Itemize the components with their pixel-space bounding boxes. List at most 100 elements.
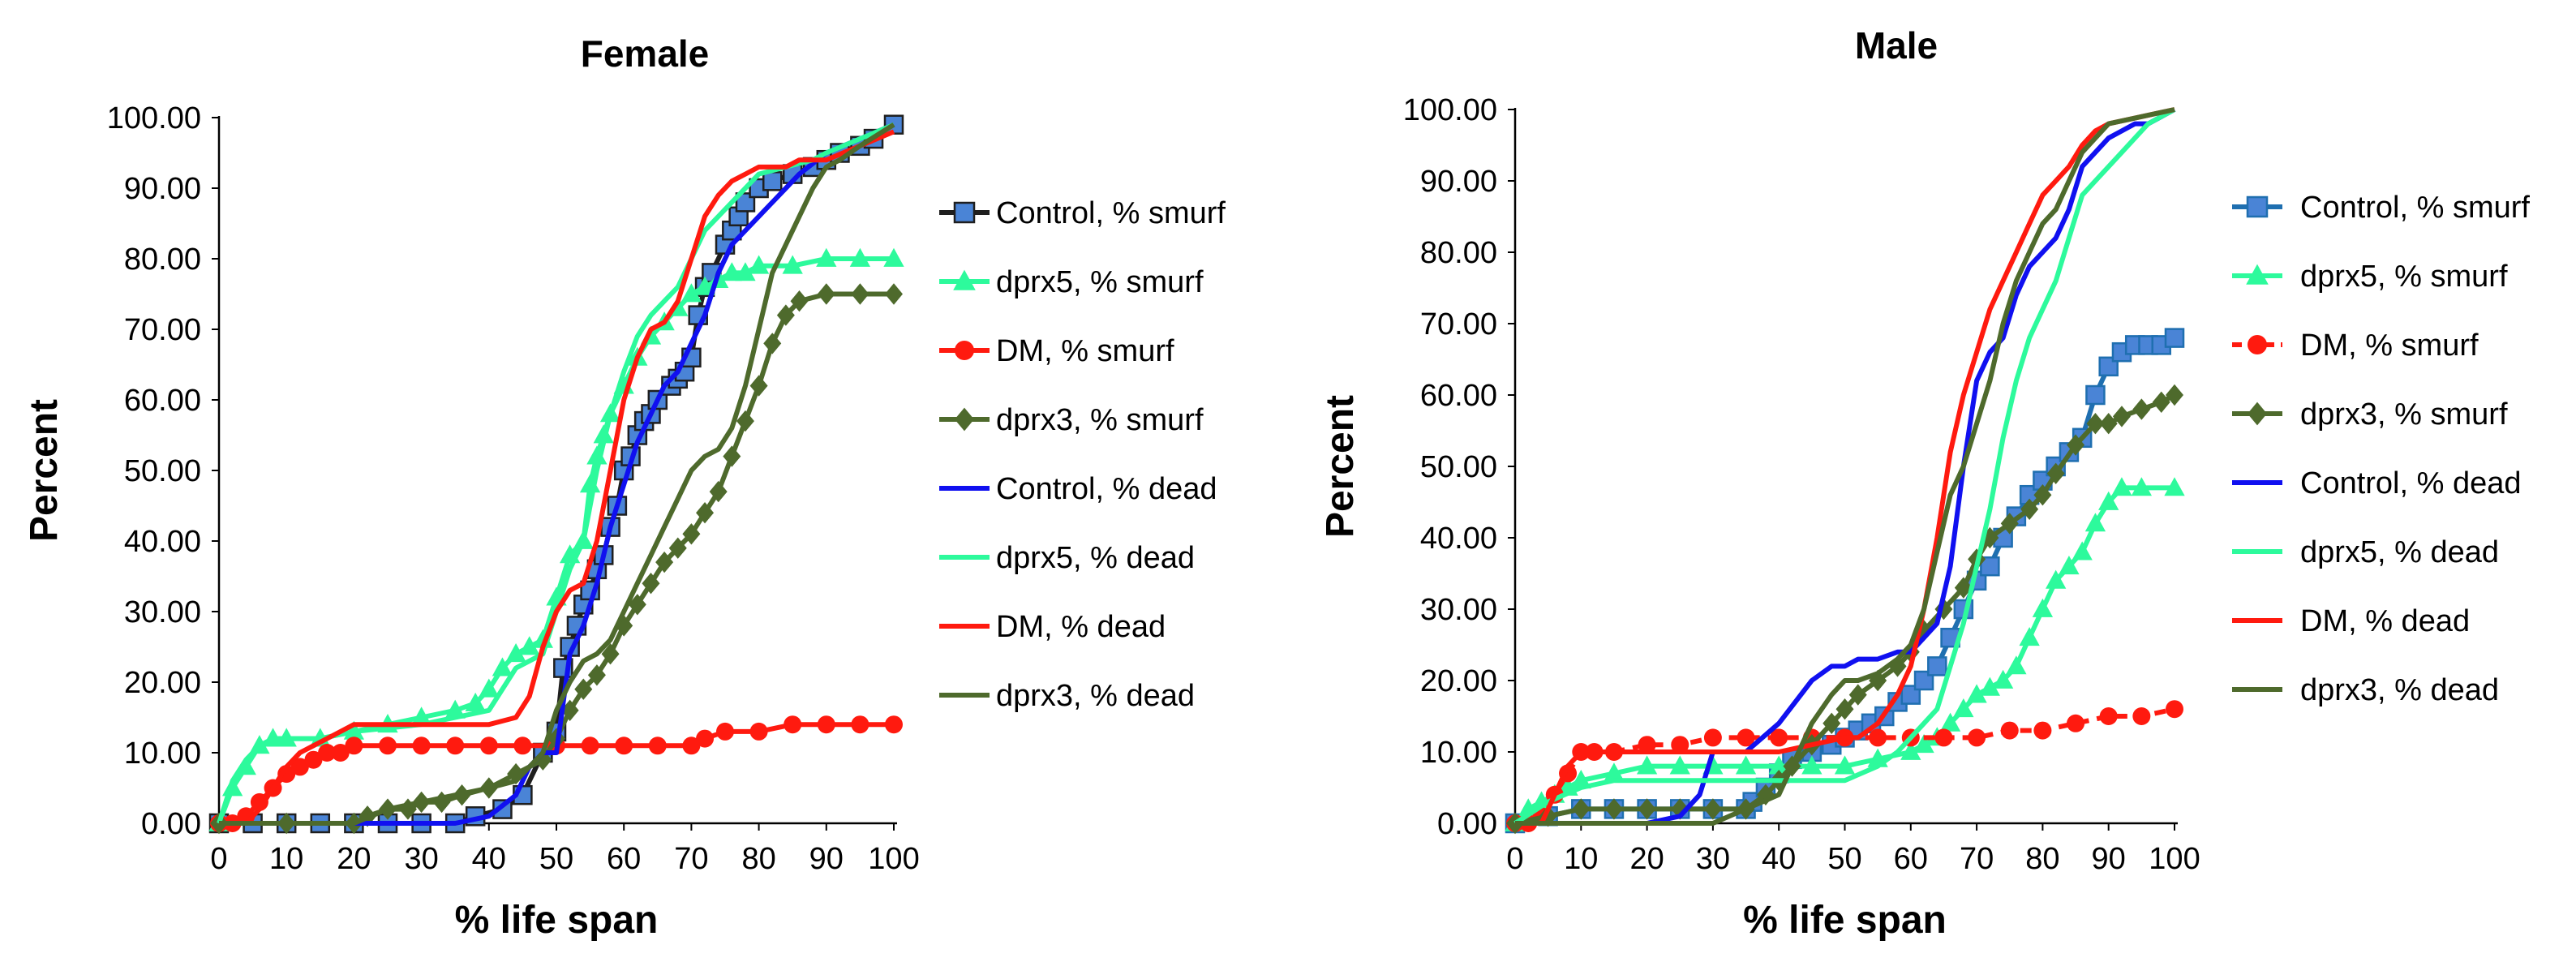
data-point xyxy=(560,699,579,721)
data-point xyxy=(2067,714,2085,732)
data-point xyxy=(2099,413,2118,435)
x-tick-label: 60 xyxy=(1894,842,1928,876)
data-point xyxy=(444,699,466,719)
y-tick-label: 0.00 xyxy=(141,807,201,841)
data-point xyxy=(2132,707,2151,725)
legend-entry: dprx3, % dead xyxy=(2232,673,2499,707)
x-tick-label: 50 xyxy=(1827,842,1861,876)
data-point xyxy=(2085,384,2106,406)
y-tick-label: 40.00 xyxy=(124,525,201,559)
data-point xyxy=(1979,676,2001,696)
data-point xyxy=(2046,462,2065,484)
legend-entry: DM, % dead xyxy=(2232,604,2470,638)
y-tick-label: 40.00 xyxy=(1420,522,1497,556)
data-point xyxy=(574,678,593,700)
series-dprx5-dead xyxy=(1513,107,2176,826)
legend-label: dprx3, % smurf xyxy=(996,403,1204,437)
x-tick-label: 50 xyxy=(539,842,573,876)
y-tick-label: 30.00 xyxy=(124,595,201,629)
data-point xyxy=(2046,569,2067,589)
data-point xyxy=(2164,328,2185,348)
x-tick-label: 30 xyxy=(404,842,438,876)
data-point xyxy=(1703,728,1722,747)
data-point xyxy=(1570,770,1591,789)
data-point xyxy=(2084,513,2106,532)
data-point xyxy=(2098,491,2119,510)
x-tick-label: 0 xyxy=(210,842,227,876)
female-chart: Female 0.00 10.00 20.00 30.00 40.00 50.00 60.00… xyxy=(23,32,1226,942)
series-line xyxy=(219,122,895,826)
data-point xyxy=(776,304,795,326)
y-tick-label: 10.00 xyxy=(124,737,201,771)
series-line xyxy=(217,122,895,824)
data-point xyxy=(1735,755,1757,775)
y-tick-label: 20.00 xyxy=(124,666,201,700)
data-point xyxy=(642,573,660,595)
male-chart: Male 0.00 10.00 20.00 30.00 40.00 50.00 60.00 70… xyxy=(1319,24,2530,942)
data-point xyxy=(2132,398,2151,420)
data-point xyxy=(2164,477,2185,496)
data-point xyxy=(748,255,770,274)
data-point xyxy=(1834,755,1856,775)
legend-entry: dprx3, % smurf xyxy=(939,403,1204,437)
data-point xyxy=(883,247,904,267)
data-point xyxy=(817,283,835,305)
data-point xyxy=(696,502,715,524)
data-point xyxy=(1900,741,1921,760)
data-point xyxy=(682,737,701,755)
y-axis-title: Percent xyxy=(1319,395,1362,538)
data-point xyxy=(790,290,809,312)
y-tick-label: 10.00 xyxy=(1420,736,1497,770)
data-point xyxy=(2000,721,2019,740)
data-point xyxy=(479,678,500,698)
data-point xyxy=(601,643,620,665)
series-line xyxy=(219,129,895,826)
legend-marker xyxy=(955,407,974,432)
legend-label: dprx3, % dead xyxy=(2300,673,2499,707)
data-point xyxy=(505,643,526,663)
data-point xyxy=(849,247,871,267)
data-point xyxy=(432,791,451,814)
y-tick-label: 70.00 xyxy=(124,313,201,347)
x-tick-label: 40 xyxy=(1762,842,1796,876)
data-point xyxy=(709,480,728,503)
x-tick-label: 60 xyxy=(607,842,641,876)
data-point xyxy=(2131,477,2152,496)
legend-marker xyxy=(955,341,974,360)
data-point xyxy=(1954,577,1973,599)
x-tick-label: 80 xyxy=(741,842,775,876)
data-point xyxy=(2059,556,2080,575)
data-point xyxy=(817,715,835,734)
legend-marker xyxy=(2246,264,2269,285)
legend-label: DM, % dead xyxy=(2300,604,2470,638)
data-point xyxy=(290,758,309,776)
x-tick-label: 90 xyxy=(809,842,844,876)
x-tick-label: 20 xyxy=(1629,842,1664,876)
legend-entry: DM, % dead xyxy=(939,610,1166,644)
data-point xyxy=(581,737,599,755)
data-point xyxy=(1638,736,1656,754)
x-axis-title: % life span xyxy=(455,899,659,942)
data-point xyxy=(507,762,526,785)
data-point xyxy=(2067,434,2085,456)
legend-entry: Control, % smurf xyxy=(2232,191,2530,225)
y-tick-label: 90.00 xyxy=(124,172,201,206)
data-point xyxy=(379,737,397,755)
x-tick-label: 30 xyxy=(1696,842,1730,876)
data-point xyxy=(1939,712,1961,732)
legend-marker xyxy=(2248,335,2267,354)
y-tick-label: 50.00 xyxy=(1420,450,1497,484)
x-tick-label: 20 xyxy=(337,842,371,876)
legend-label: dprx3, % smurf xyxy=(2300,397,2508,432)
y-axis-title: Percent xyxy=(23,399,66,542)
data-point xyxy=(1966,684,1987,703)
data-point xyxy=(2111,477,2132,496)
data-point xyxy=(1756,784,1775,805)
legend-entry: dprx3, % dead xyxy=(939,679,1195,713)
data-point xyxy=(816,247,837,267)
y-tick-label: 90.00 xyxy=(1420,165,1497,199)
y-tick-label: 0.00 xyxy=(1437,807,1497,841)
data-point xyxy=(763,333,782,354)
data-point xyxy=(762,171,783,191)
data-point xyxy=(784,715,802,734)
